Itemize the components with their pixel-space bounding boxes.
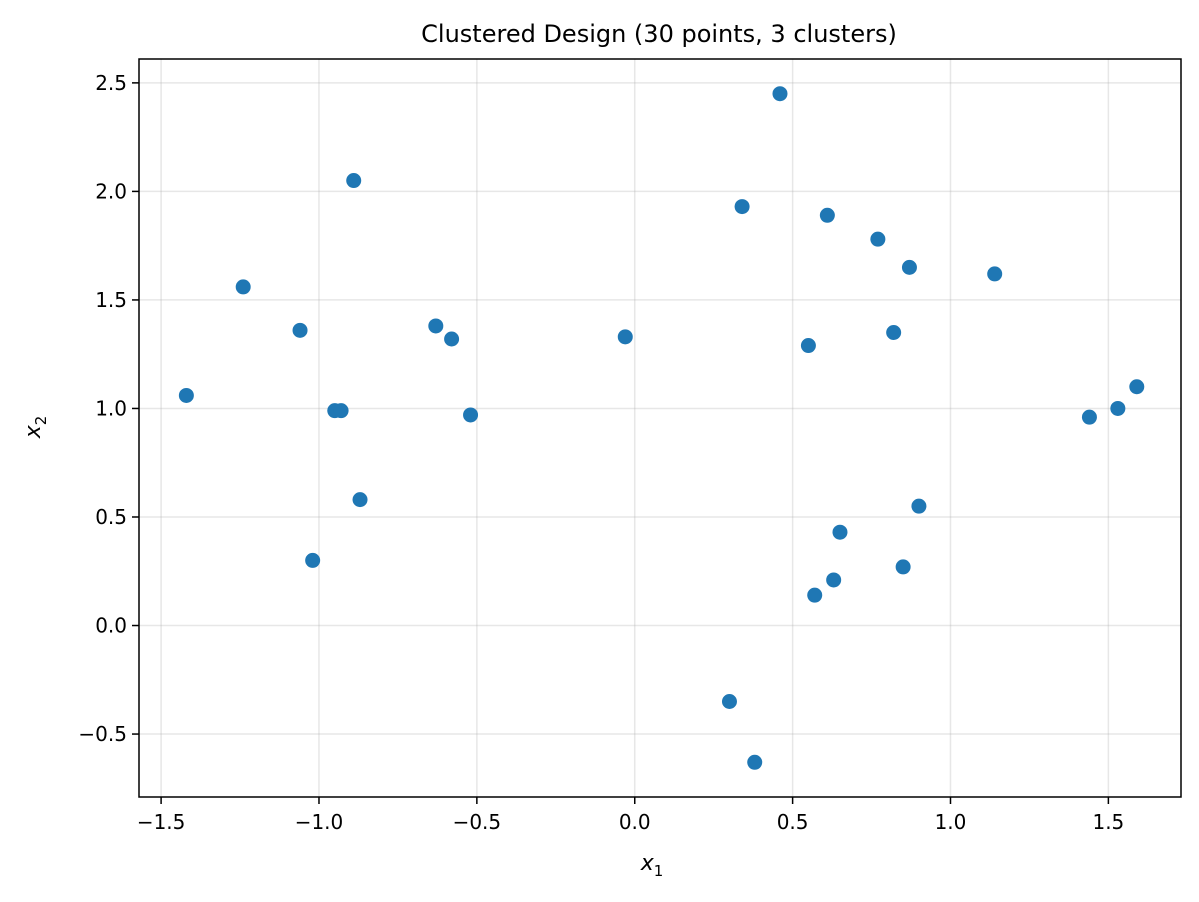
y-axis-label-subscript: 2	[32, 416, 50, 426]
data-point	[178, 387, 194, 403]
data-point	[819, 207, 835, 223]
y-tick-label: 2.0	[95, 179, 127, 203]
data-point	[444, 331, 460, 347]
plot-frame	[138, 58, 1182, 798]
y-tick-label: 0.0	[95, 614, 127, 638]
x-axis-label-subscript: 1	[654, 862, 664, 880]
data-point	[463, 407, 479, 423]
data-point	[305, 552, 321, 568]
data-point	[235, 279, 251, 295]
data-point	[886, 324, 902, 340]
data-point	[901, 259, 917, 275]
x-tick-label: 0.0	[619, 810, 651, 834]
y-tick-label: 1.5	[95, 288, 127, 312]
y-tick-label: 2.5	[95, 71, 127, 95]
y-axis-label-main: x	[21, 424, 46, 439]
x-tick-label: −1.5	[137, 810, 186, 834]
x-tick-label: 1.5	[1092, 810, 1124, 834]
data-points	[178, 86, 1145, 770]
y-axis-ticks: −0.5 0.0 0.5 1.0 1.5 2.0 2.5	[78, 71, 139, 746]
data-point	[617, 329, 633, 345]
x-tick-label: 0.5	[777, 810, 809, 834]
x-tick-label: 1.0	[935, 810, 967, 834]
data-point	[1110, 400, 1126, 416]
data-point	[747, 754, 763, 770]
data-point	[800, 338, 816, 354]
data-point	[352, 492, 368, 508]
data-point	[807, 587, 823, 603]
data-point	[1081, 409, 1097, 425]
data-point	[734, 199, 750, 215]
y-tick-label: 1.0	[95, 396, 127, 420]
data-point	[346, 173, 362, 189]
x-tick-label: −0.5	[453, 810, 502, 834]
grid-lines	[139, 59, 1181, 797]
chart-title: Clustered Design (30 points, 3 clusters)	[421, 20, 897, 48]
x-axis-label-main: x	[640, 851, 655, 876]
x-tick-label: −1.0	[295, 810, 344, 834]
data-point	[292, 322, 308, 338]
data-point	[870, 231, 886, 247]
y-axis-label: x2	[21, 416, 50, 440]
y-tick-label: 0.5	[95, 505, 127, 529]
x-axis-label: x1	[640, 851, 664, 880]
data-point	[895, 559, 911, 575]
data-point	[832, 524, 848, 540]
data-point	[826, 572, 842, 588]
data-point	[428, 318, 444, 334]
data-point	[721, 693, 737, 709]
x-axis-ticks: −1.5 −1.0 −0.5 0.0 0.5 1.0 1.5	[137, 797, 1124, 834]
data-point	[772, 86, 788, 102]
y-tick-label: −0.5	[78, 722, 127, 746]
data-point	[333, 403, 349, 419]
data-point	[911, 498, 927, 514]
data-point	[987, 266, 1003, 282]
data-point	[1129, 379, 1145, 395]
